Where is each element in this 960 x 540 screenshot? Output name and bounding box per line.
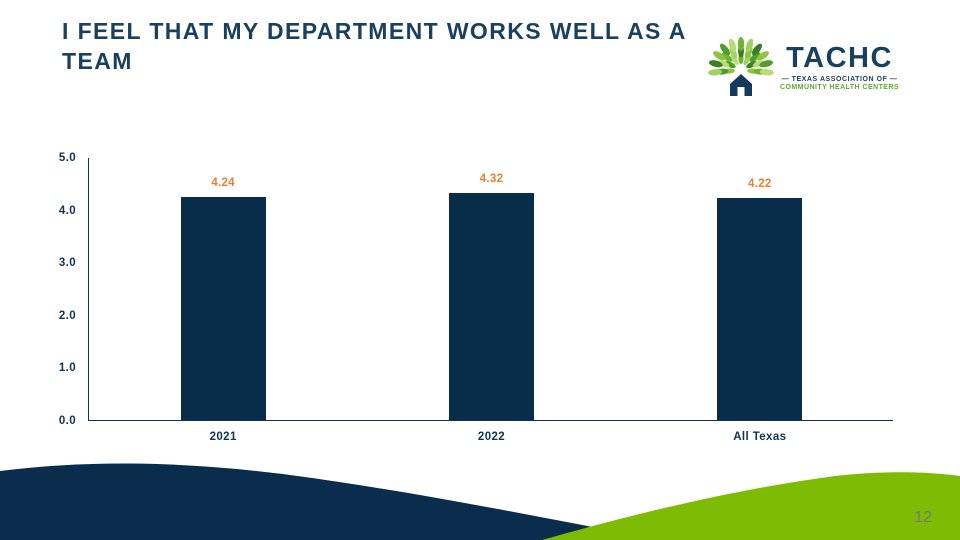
leaf-shape <box>719 43 730 56</box>
tachc-logo-text: TACHC — TEXAS ASSOCIATION OF — COMMUNITY… <box>780 41 900 91</box>
page-number: 12 <box>914 509 932 526</box>
tachc-logo: TACHC — TEXAS ASSOCIATION OF — COMMUNITY… <box>708 36 899 98</box>
bar-value-label: 4.32 <box>479 172 504 185</box>
bar-2022 <box>449 192 534 420</box>
leaf-shape <box>756 51 769 61</box>
y-axis-tick-label: 5.0 <box>58 152 76 164</box>
slide-title: I FEEL THAT MY DEPARTMENT WORKS WELL AS … <box>62 18 686 75</box>
plot-area: 4.24 2021 4.32 2022 4.22 All Texas <box>88 158 893 443</box>
x-axis-category-label: All Texas <box>733 431 787 443</box>
leaf-shape <box>728 38 737 53</box>
bottom-wave-decoration <box>0 463 960 540</box>
leaf-shape <box>752 43 763 56</box>
navy-wave-shape <box>0 463 660 540</box>
bar-value-label: 4.24 <box>211 176 235 189</box>
leaf-shape <box>713 51 726 61</box>
green-wave-shape <box>542 472 960 540</box>
tachc-logo-subtitle-1: — TEXAS ASSOCIATION OF — <box>781 75 898 83</box>
leaf-shape <box>721 52 733 63</box>
y-axis-tick-label: 4.0 <box>58 204 76 217</box>
leaf-shape <box>708 69 723 76</box>
leaf-shape <box>759 69 774 76</box>
leaf-shape <box>746 61 758 69</box>
leaf-shape <box>724 61 736 69</box>
leaf-shape <box>749 52 761 63</box>
leaf-shape <box>745 38 754 53</box>
x-axis-category-label: 2022 <box>477 431 506 443</box>
bar-2021 <box>180 196 266 420</box>
house-icon <box>730 74 752 96</box>
bar-all-texas <box>717 198 803 420</box>
x-axis-category-label: 2021 <box>209 431 237 443</box>
tachc-tree-icon <box>708 37 774 96</box>
y-axis-tick-label: 1.0 <box>58 362 76 375</box>
bar-value-label: 4.22 <box>748 178 772 191</box>
tachc-logo-name: TACHC <box>786 41 893 74</box>
leaf-shape <box>759 60 774 68</box>
y-axis-tick-label: 2.0 <box>58 309 76 322</box>
leaf-shape <box>737 37 745 51</box>
leaf-shape <box>708 60 723 68</box>
y-axis-tick-label: 0.0 <box>58 415 76 427</box>
y-axis-labels: 5.0 4.0 3.0 2.0 1.0 0.0 <box>34 152 76 427</box>
tachc-logo-subtitle-2: COMMUNITY HEALTH CENTERS <box>780 83 900 91</box>
y-axis-tick-label: 3.0 <box>58 257 76 270</box>
